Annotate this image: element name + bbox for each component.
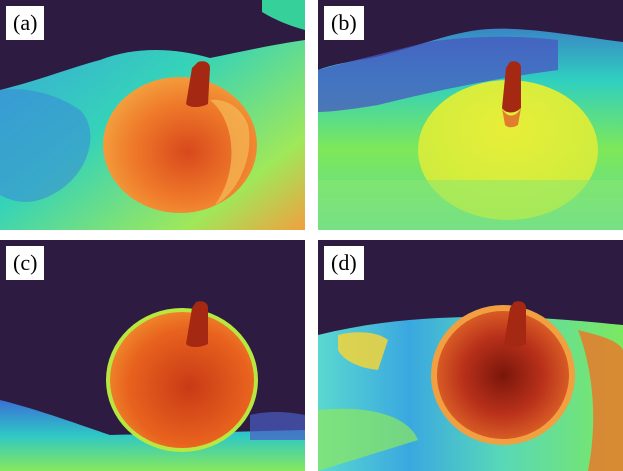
depth-map-a [0,0,305,230]
depth-map-b [318,0,623,230]
panel-label-b: (b) [324,6,364,40]
panel-label-a: (a) [6,6,45,40]
panel-label-c: (c) [6,246,45,280]
panel-d: (d) [318,240,623,471]
panel-a: (a) [0,0,305,230]
panel-c: (c) [0,240,305,471]
panel-b: (b) [318,0,623,230]
panel-label-d: (d) [324,246,364,280]
depth-map-c [0,240,305,471]
depth-map-d [318,240,623,471]
